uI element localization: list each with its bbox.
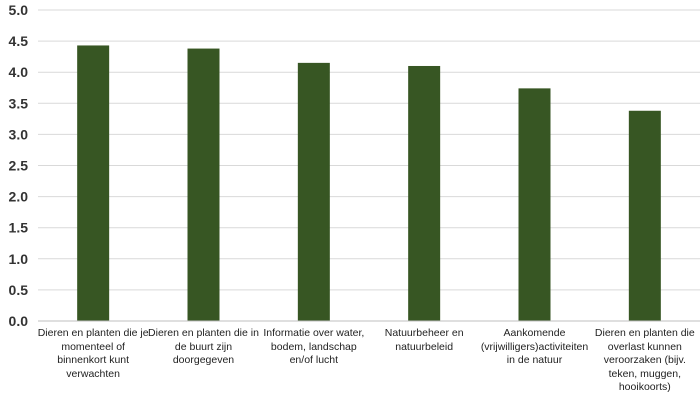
bar-6: [628, 110, 661, 321]
bar-4: [408, 65, 441, 321]
bar-2: [187, 48, 220, 322]
y-tick-label: 1.0: [9, 251, 29, 267]
y-tick-label: 0.5: [9, 282, 29, 298]
y-tick-label: 4.5: [9, 33, 29, 49]
bar-5: [518, 88, 551, 321]
y-tick-label: 2.5: [9, 158, 29, 174]
y-tick-label: 0.0: [9, 313, 29, 329]
y-tick-label: 5.0: [9, 2, 29, 18]
y-tick-label: 1.5: [9, 220, 29, 236]
bar-1: [77, 45, 110, 321]
gridlines: [38, 9, 700, 291]
bar-3: [297, 62, 330, 322]
bars: [77, 45, 661, 322]
y-tick-label: 2.0: [9, 189, 29, 205]
y-axis-tick-labels: 0.0 0.5 1.0 1.5 2.0 2.5 3.0 3.5 4.0 4.5 5.0: [9, 2, 29, 329]
y-tick-label: 3.5: [9, 95, 29, 111]
y-tick-label: 3.0: [9, 126, 29, 142]
y-tick-label: 4.0: [9, 64, 29, 80]
